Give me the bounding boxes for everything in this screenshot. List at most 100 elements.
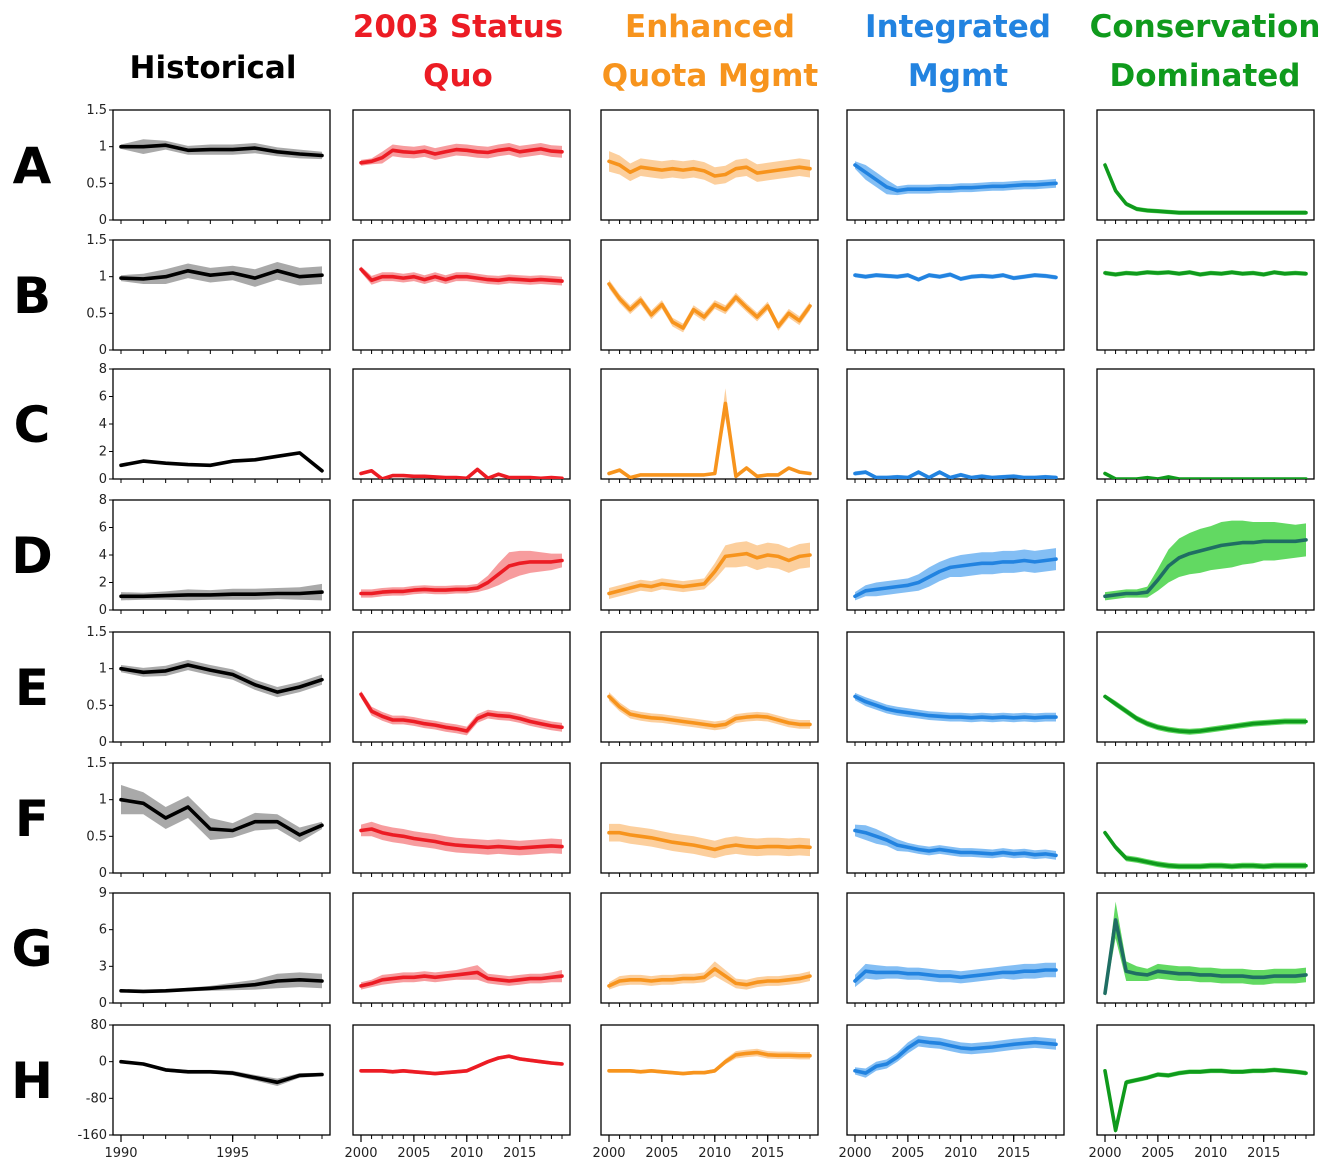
series-line <box>1103 918 1308 996</box>
uncertainty-band <box>855 692 1056 723</box>
panel-D-2 <box>600 499 819 614</box>
series-line <box>359 970 564 988</box>
y-tick-label: 0 <box>99 343 107 358</box>
column-headers: Historical 2003 Status Quo Enhanced Quota Mg… <box>130 9 1321 94</box>
series-line <box>359 147 564 165</box>
series-line <box>119 143 324 158</box>
panel-frame <box>600 892 819 1004</box>
panel-C-4 <box>1096 368 1315 483</box>
y-tick-label: 80 <box>90 1018 107 1033</box>
series-line <box>607 830 812 852</box>
series-line <box>853 694 1058 720</box>
uncertainty-band <box>361 965 562 990</box>
panel-frame <box>846 892 1065 1004</box>
series-line <box>119 1059 324 1085</box>
series-line <box>853 828 1058 858</box>
x-tick-label: 2015 <box>751 1146 784 1161</box>
y-tick-label: 0 <box>99 213 107 228</box>
series-line <box>853 470 1058 479</box>
y-tick-label: 0 <box>99 996 107 1011</box>
panel-E-0: 0 0.5 1 1.5 <box>86 625 331 750</box>
panel-H-1: 2000 2005 2010 2015 <box>344 1024 571 1161</box>
series-line <box>1103 538 1308 599</box>
series-line <box>359 1054 564 1076</box>
panel-C-1 <box>352 368 571 483</box>
column-header-line2: Quota Mgmt <box>602 58 819 94</box>
panel-D-0: 0 2 4 6 8 <box>99 493 331 618</box>
x-tick-label: 2015 <box>1247 1146 1280 1161</box>
panel-C-0: 0 2 4 6 8 <box>99 362 331 487</box>
y-tick-label: 2 <box>99 445 107 460</box>
series-line <box>853 557 1058 599</box>
panel-H-0: -160 -80 0 80 1990 1995 <box>77 1018 331 1161</box>
panel-B-3 <box>846 239 1065 354</box>
series-line <box>607 401 812 479</box>
panel-E-1 <box>352 631 571 746</box>
series-line <box>607 159 812 178</box>
y-tick-label: 0.5 <box>86 829 107 844</box>
series-line <box>359 467 564 479</box>
series-line <box>1103 471 1308 479</box>
series-line <box>119 451 324 473</box>
y-tick-label: 1 <box>99 793 107 808</box>
panel-H-2: 2000 2005 2010 2015 <box>592 1024 819 1161</box>
x-tick-label: 2000 <box>592 1146 625 1161</box>
panel-A-1 <box>352 109 571 224</box>
y-tick-label: 1 <box>99 270 107 285</box>
series-line <box>359 558 564 596</box>
y-tick-label: 9 <box>99 886 107 901</box>
y-tick-label: 1 <box>99 140 107 155</box>
panel-G-4 <box>1096 892 1315 1007</box>
panel-frame <box>846 368 1065 480</box>
series-line <box>359 692 564 733</box>
x-tick-label: 1995 <box>216 1146 249 1161</box>
panel-frame <box>352 762 571 874</box>
panel-G-1 <box>352 892 571 1007</box>
series-line <box>1103 270 1308 277</box>
y-tick-label: 1 <box>99 662 107 677</box>
row-label: D <box>11 527 53 585</box>
column-header-line1: Integrated <box>865 9 1051 45</box>
row-label: C <box>14 396 51 454</box>
panel-D-3 <box>846 499 1065 614</box>
y-tick-label: 1.5 <box>86 756 107 771</box>
x-tick-label: 2000 <box>838 1146 871 1161</box>
x-tick-label: 2010 <box>450 1146 483 1161</box>
y-tick-label: 0 <box>99 1055 107 1070</box>
uncertainty-band <box>609 1048 810 1076</box>
y-tick-label: 0 <box>99 472 107 487</box>
panel-frame <box>352 368 571 480</box>
series-line <box>853 272 1058 282</box>
x-tick-label: 2000 <box>1088 1146 1121 1161</box>
series-line <box>1103 163 1308 215</box>
x-tick-label: 2005 <box>645 1146 678 1161</box>
series-line <box>607 966 812 988</box>
panel-F-0: 0 0.5 1 1.5 <box>86 756 331 881</box>
panel-frame <box>846 631 1065 743</box>
y-tick-label: 6 <box>99 923 107 938</box>
panel-frame <box>846 239 1065 351</box>
uncertainty-band <box>121 972 322 993</box>
y-tick-label: 0 <box>99 735 107 750</box>
y-tick-label: 0.5 <box>86 698 107 713</box>
panel-G-0: 0 3 6 9 <box>99 886 331 1011</box>
y-tick-label: 2 <box>99 576 107 591</box>
y-tick-label: 1.5 <box>86 625 107 640</box>
panel-E-3 <box>846 631 1065 746</box>
x-tick-label: 2010 <box>1194 1146 1227 1161</box>
x-tick-label: 2005 <box>891 1146 924 1161</box>
series-line <box>1103 830 1308 869</box>
x-tick-label: 2005 <box>1141 1146 1174 1161</box>
uncertainty-band <box>609 151 810 185</box>
row-labels: A B C D E F G H <box>11 137 53 1110</box>
panel-H-3: 2000 2005 2010 2015 <box>838 1024 1065 1161</box>
y-tick-label: 0 <box>99 603 107 618</box>
panel-frame <box>600 368 819 480</box>
column-header-line1: 2003 Status <box>353 9 563 45</box>
x-tick-label: 2015 <box>503 1146 536 1161</box>
row-label: F <box>15 790 49 848</box>
panel-A-2 <box>600 109 819 224</box>
panel-frame <box>1096 368 1315 480</box>
panel-G-2 <box>600 892 819 1007</box>
